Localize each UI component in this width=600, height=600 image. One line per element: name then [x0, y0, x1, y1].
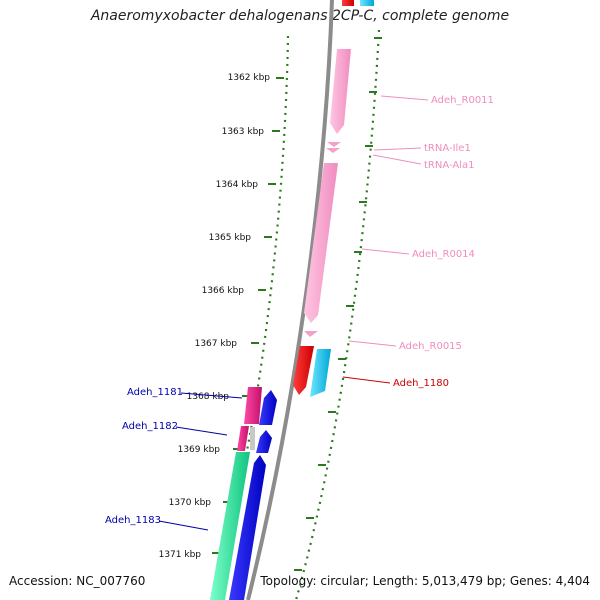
gene-adeh-1182-spacer[interactable] [250, 427, 255, 450]
tick-label: 1362 kbp [228, 73, 271, 83]
leader-line [380, 95, 429, 101]
leader-line [180, 392, 243, 399]
label-adeh-1180[interactable]: Adeh_1180 [393, 378, 449, 389]
leader-line [372, 154, 422, 165]
gene-adeh-1180-red[interactable] [293, 346, 314, 395]
left-strand-features [210, 387, 277, 600]
leader-line [175, 426, 228, 436]
trna-ala1[interactable] [326, 148, 340, 153]
leader-line [361, 248, 410, 255]
left-labels: Adeh_1181 Adeh_1182 Adeh_1183 [105, 387, 243, 531]
gene-adeh-1181-partner[interactable] [259, 390, 277, 425]
gene-adeh-1180-cyan[interactable] [310, 349, 331, 397]
label-adeh-1183[interactable]: Adeh_1183 [105, 515, 161, 526]
leader-line [348, 340, 397, 347]
label-adeh-1181[interactable]: Adeh_1181 [127, 387, 183, 398]
scale-ticks: 1362 kbp 1363 kbp 1364 kbp 1365 kbp 1366… [159, 37, 382, 571]
genome-summary-text: Topology: circular; Length: 5,013,479 bp… [260, 574, 590, 588]
right-labels: Adeh_R0011 tRNA-Ile1 tRNA-Ala1 Adeh_R001… [342, 95, 494, 389]
tick-label: 1370 kbp [169, 498, 212, 508]
trna-ile1[interactable] [327, 142, 341, 147]
tick-label: 1364 kbp [216, 180, 259, 190]
gene-adeh-1183[interactable] [210, 452, 250, 600]
accession-text: Accession: NC_007760 [9, 574, 146, 588]
tick-label: 1369 kbp [178, 445, 221, 455]
leader-line [373, 147, 422, 151]
label-adeh-r0014[interactable]: Adeh_R0014 [412, 249, 475, 260]
tick-label: 1363 kbp [222, 127, 265, 137]
gene-adeh-1182[interactable] [237, 426, 249, 451]
gene-adeh-1181[interactable] [244, 387, 262, 424]
tick-label: 1371 kbp [159, 550, 202, 560]
leader-line [158, 520, 209, 531]
gene-block[interactable] [360, 0, 374, 6]
right-strand-features [293, 49, 351, 397]
label-trna-ala1[interactable]: tRNA-Ala1 [424, 160, 474, 171]
label-adeh-r0011[interactable]: Adeh_R0011 [431, 95, 494, 106]
genome-backbone [246, 0, 334, 600]
tick-label: 1366 kbp [202, 286, 245, 296]
gene-adeh-1182-partner[interactable] [256, 430, 272, 453]
tick-label: 1365 kbp [209, 233, 252, 243]
label-trna-ile1[interactable]: tRNA-Ile1 [424, 143, 471, 154]
gene-block[interactable] [342, 0, 354, 6]
map-title: Anaeromyxobacter dehalogenans 2CP-C, com… [90, 8, 510, 24]
leader-line [342, 376, 391, 384]
rrna-adeh-r0014[interactable] [304, 163, 338, 323]
gene-adeh-1183-partner[interactable] [229, 455, 266, 600]
rrna-adeh-r0015[interactable] [304, 331, 318, 337]
tick-label: 1367 kbp [195, 339, 238, 349]
top-partial-genes [342, 0, 374, 6]
label-adeh-r0015[interactable]: Adeh_R0015 [399, 341, 462, 352]
rrna-adeh-r0011[interactable] [330, 49, 351, 134]
tick-label: 1368 kbp [187, 392, 230, 402]
right-dotted-track [294, 29, 381, 600]
label-adeh-1182[interactable]: Adeh_1182 [122, 421, 178, 432]
